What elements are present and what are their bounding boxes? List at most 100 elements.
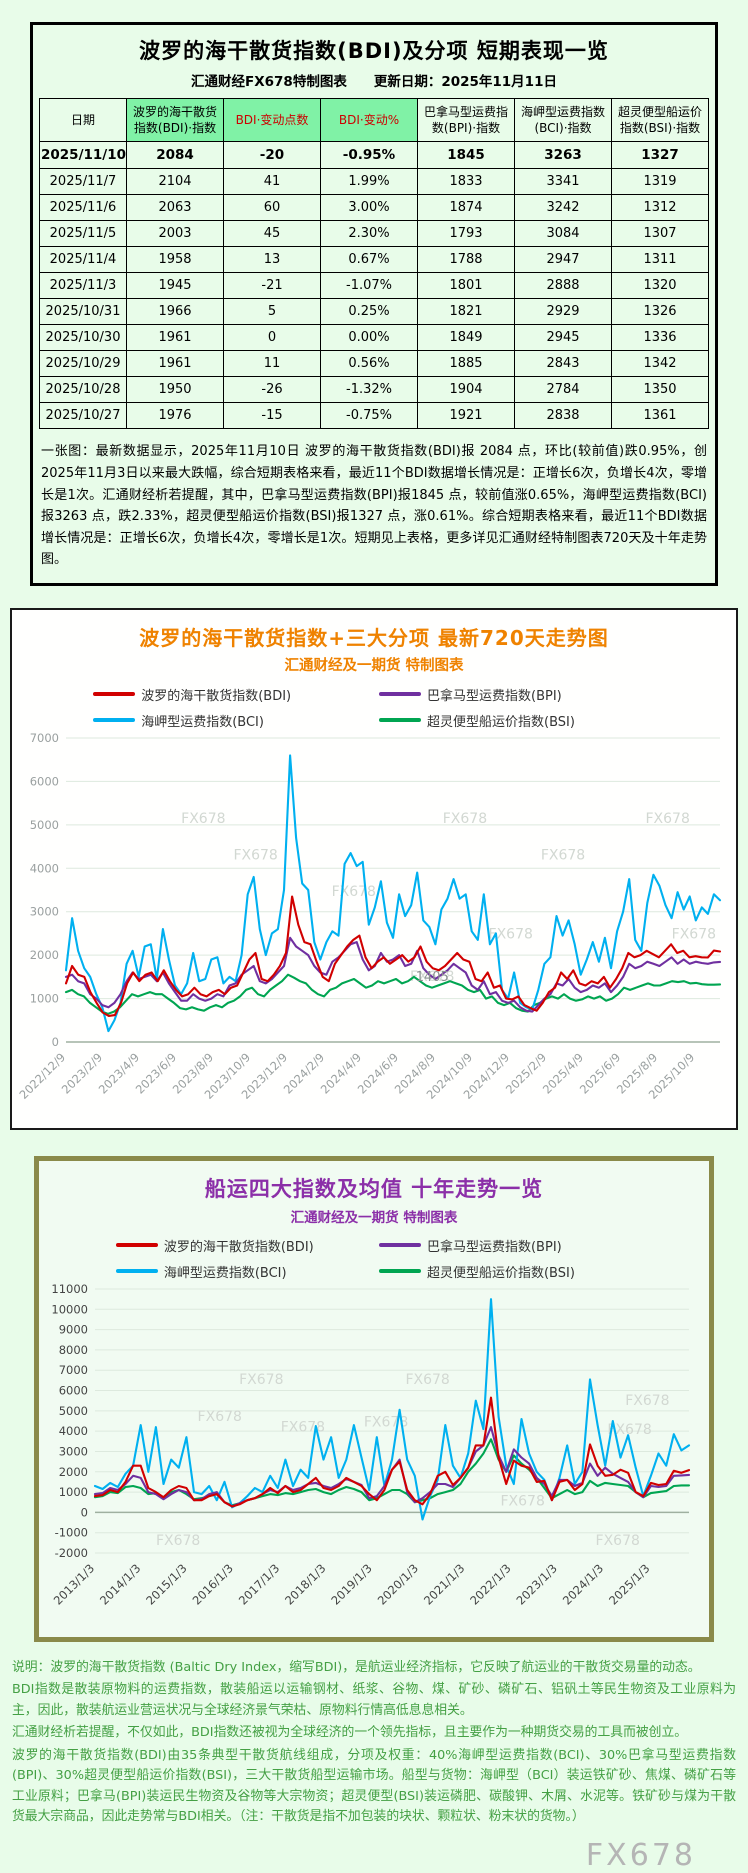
chart-720-panel: 波罗的海干散货指数+三大分项 最新720天走势图 汇通财经及一期货 特制图表 波…: [10, 607, 738, 1130]
legend-item: 波罗的海干散货指数(BDI): [115, 1236, 369, 1255]
legend-label: 波罗的海干散货指数(BDI): [163, 1239, 314, 1255]
legend-line-swatch: [93, 718, 136, 723]
table-cell: 1966: [126, 298, 224, 326]
table-cell: 1921: [417, 402, 515, 430]
table-cell: 2025/10/31: [39, 298, 127, 326]
series-line: [64, 895, 722, 1017]
table-cell: 2025/10/30: [39, 324, 127, 352]
table-cell: 1950: [126, 376, 224, 404]
svg-text:2000: 2000: [59, 1465, 88, 1479]
legend-label: 海岬型运费指数(BCI): [141, 714, 264, 730]
svg-text:1000: 1000: [59, 1485, 88, 1499]
table-cell: 1336: [611, 324, 709, 352]
table-cell: 0: [223, 324, 321, 352]
x-tick-label: 2022/12/9: [17, 1050, 69, 1102]
svg-text:-2000: -2000: [55, 1546, 88, 1560]
legend-item: 海岬型运费指数(BCI): [115, 1262, 369, 1281]
svg-text:11000: 11000: [51, 1282, 88, 1296]
series-line: [64, 973, 722, 1015]
legend-line-swatch: [379, 718, 421, 723]
table-cell: 1845: [417, 141, 515, 170]
table-cell: 2.30%: [320, 220, 418, 248]
legend-line-swatch: [115, 1243, 158, 1248]
series-line: [93, 1297, 691, 1521]
legend-item: 波罗的海干散货指数(BDI): [93, 685, 369, 704]
fx678-watermark: FX678: [585, 1837, 696, 1873]
table-cell: 1904: [417, 376, 515, 404]
table-row: 2025/11/4 1958 13 0.67% 1788 2947 1311: [39, 246, 709, 274]
legend-label: 巴拿马型运费指数(BPI): [427, 688, 562, 704]
table-header-cell: 海岬型运费指数 (BCI)·指数: [514, 97, 612, 143]
svg-text:4000: 4000: [59, 1424, 88, 1438]
svg-text:7000: 7000: [30, 731, 59, 745]
legend-line-swatch: [115, 1269, 158, 1274]
svg-text:5000: 5000: [59, 1404, 88, 1418]
table-cell: -20: [223, 141, 321, 170]
table-cell: 1961: [126, 324, 224, 352]
svg-text:9000: 9000: [59, 1322, 88, 1336]
legend-label: 波罗的海干散货指数(BDI): [141, 688, 292, 704]
legend-item: 巴拿马型运费指数(BPI): [378, 1236, 632, 1255]
table-cell: 2843: [514, 350, 612, 378]
table-cell: 1326: [611, 298, 709, 326]
table-cell: 1793: [417, 220, 515, 248]
table-row: 2025/11/3 1945 -21 -1.07% 1801 2888 1320: [39, 272, 709, 300]
legend-line-swatch: [93, 692, 136, 697]
table-row: 2025/11/10 2084 -20 -0.95% 1845 3263 1327: [39, 141, 709, 170]
svg-text:4000: 4000: [30, 861, 59, 875]
svg-text:8000: 8000: [59, 1343, 88, 1357]
x-tick-label: 2018/1/3: [282, 1561, 328, 1607]
legend-item: 巴拿马型运费指数(BPI): [379, 685, 655, 704]
chart-720-plot: 0 1000 2000 3000 4000 5000 6000 7000 2022/12/9 20…: [14, 730, 734, 1126]
table-cell: 1320: [611, 272, 709, 300]
chart-watermark: FX678: [443, 811, 487, 827]
table-cell: 45: [223, 220, 321, 248]
table-cell: 2025/10/27: [39, 402, 127, 430]
x-tick-label: 2024/1/3: [560, 1561, 606, 1607]
table-cell: 1945: [126, 272, 224, 300]
table-cell: 1874: [417, 194, 515, 222]
legend-line-swatch: [379, 692, 421, 697]
table-cell: 2025/11/4: [39, 246, 127, 274]
table-cell: 2025/11/10: [39, 141, 127, 170]
legend-label: 巴拿马型运费指数(BPI): [426, 1239, 562, 1255]
footer-line: 波罗的海干散货指数(BDI)由35条典型干散货航线组成，分项及权重：40%海岬型…: [12, 1747, 736, 1825]
chart-watermark: FX678: [625, 1393, 669, 1409]
table-cell: 1327: [611, 141, 709, 170]
legend-item: 超灵便型船运价指数(BSI): [378, 1262, 632, 1281]
svg-text:0: 0: [52, 1035, 59, 1049]
x-tick-label: 2014/1/3: [97, 1561, 143, 1607]
table-cell: 2025/11/3: [39, 272, 127, 300]
table-cell: 2025/11/7: [39, 168, 127, 196]
summary-text: 一张图：最新数据显示，2025年11月10日 波罗的海干散货指数(BDI)报 2…: [41, 444, 707, 568]
chart-watermark: FX678: [645, 811, 689, 827]
table-header-cell: 超灵便型船运价 指数(BSI)·指数: [611, 97, 709, 143]
table-cell: 41: [223, 168, 321, 196]
table-cell: 2947: [514, 246, 612, 274]
table-row: 2025/10/29 1961 11 0.56% 1885 2843 1342: [39, 350, 709, 378]
table-cell: 60: [223, 194, 321, 222]
table-cell: 0.25%: [320, 298, 418, 326]
chart-watermark: FX678: [332, 884, 376, 900]
line-chart-svg: 010002000300040005000600070002022/12/920…: [17, 731, 722, 1102]
legend-line-swatch: [378, 1243, 421, 1248]
table-cell: 2025/11/5: [39, 220, 127, 248]
legend-item: 海岬型运费指数(BCI): [93, 711, 369, 730]
x-tick-label: 2016/1/3: [190, 1561, 236, 1607]
chart-watermark: FX678: [198, 1409, 242, 1425]
table-cell: 13: [223, 246, 321, 274]
table-cell: 0.00%: [320, 324, 418, 352]
page-title: 波罗的海干散货指数(BDI)及分项 短期表现一览: [139, 39, 609, 63]
table-cell: 1801: [417, 272, 515, 300]
table-cell: 1788: [417, 246, 515, 274]
table-header-cell: 波罗的海干散货 指数(BDI)·指数: [126, 97, 224, 143]
table-cell: 2784: [514, 376, 612, 404]
svg-text:2000: 2000: [30, 948, 59, 962]
chart-watermark: FX678: [239, 1372, 283, 1388]
x-tick-label: 2023/1/3: [514, 1561, 560, 1607]
table-cell: 5: [223, 298, 321, 326]
table-cell: 1849: [417, 324, 515, 352]
table-cell: 0.56%: [320, 350, 418, 378]
chart-10y-title: 船运四大指数及均值 十年走势一览: [204, 1176, 544, 1201]
chart-watermark: FX678: [233, 847, 277, 863]
